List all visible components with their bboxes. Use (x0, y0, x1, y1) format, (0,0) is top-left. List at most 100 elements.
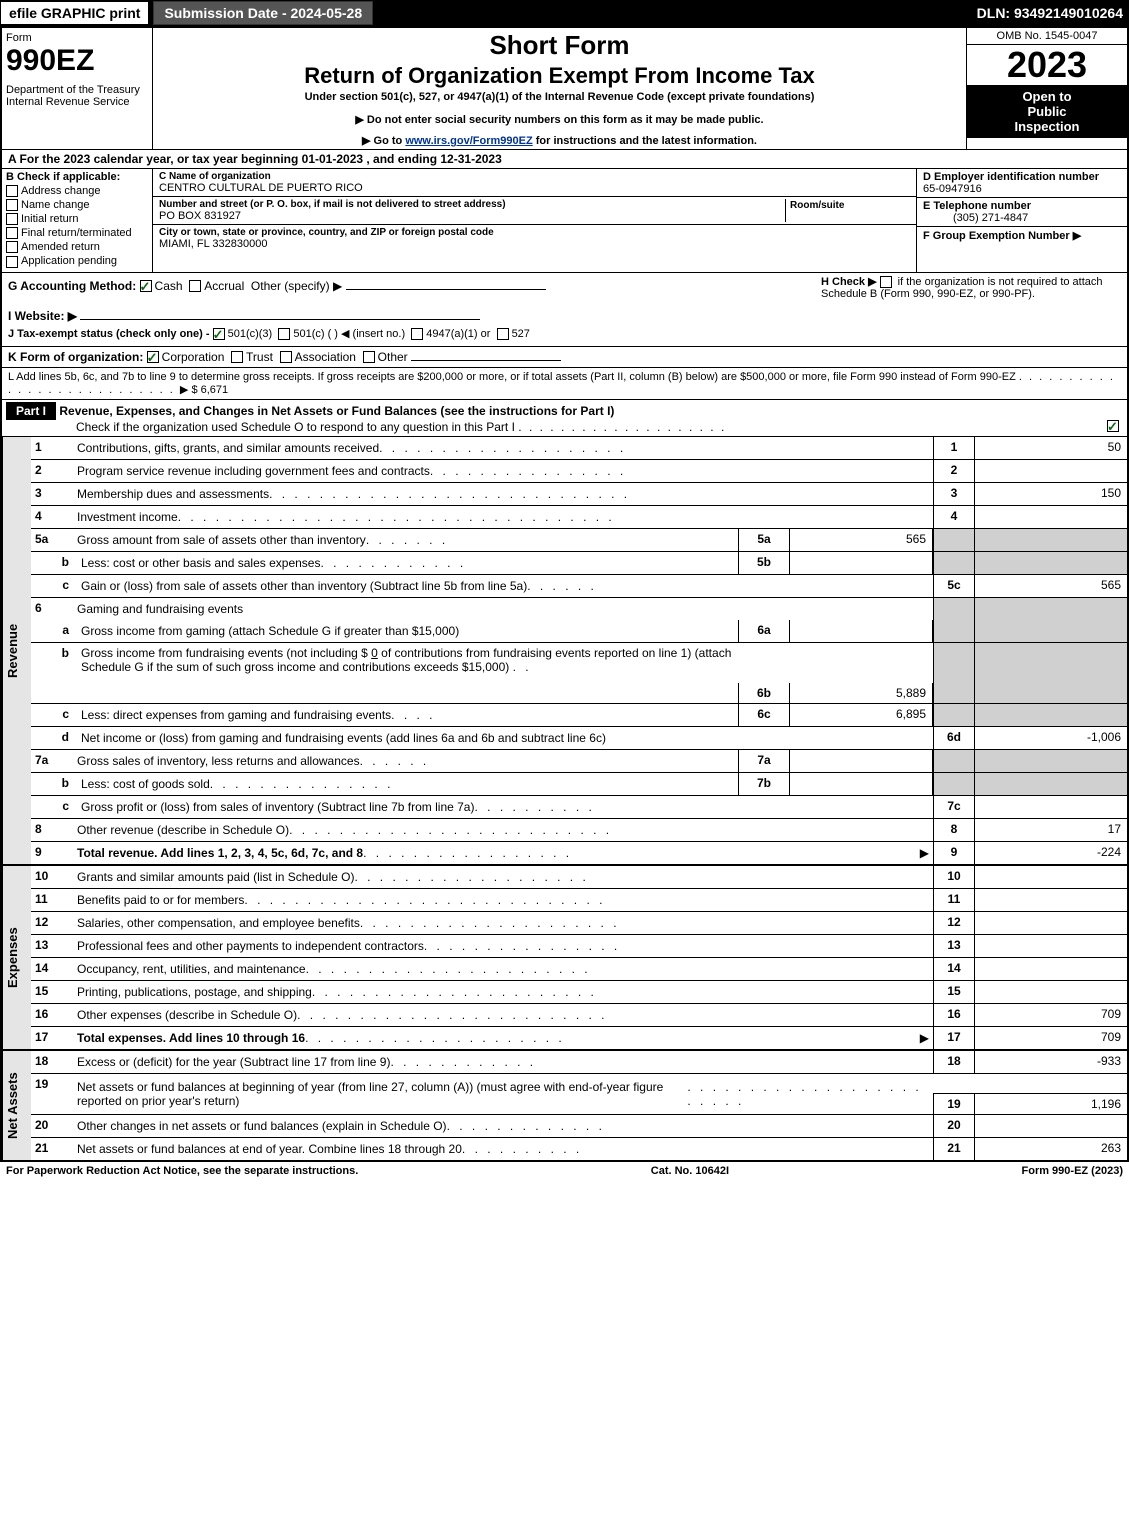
527-checkbox[interactable] (497, 328, 509, 340)
line-4: 4 Investment income . . . . . . . . . . … (31, 506, 1127, 529)
l1-text: Contributions, gifts, grants, and simila… (77, 441, 379, 455)
city-value: MIAMI, FL 332830000 (159, 238, 910, 250)
title-center: Short Form Return of Organization Exempt… (153, 28, 966, 149)
line-9: 9 Total revenue. Add lines 1, 2, 3, 4, 5… (31, 842, 1127, 864)
line-10: 10 Grants and similar amounts paid (list… (31, 866, 1127, 889)
l5b-midval (790, 552, 933, 574)
501c-checkbox[interactable] (278, 328, 290, 340)
checkbox-initial-return[interactable]: Initial return (6, 213, 148, 225)
l1-num: 1 (31, 437, 73, 459)
l19-rval: 1,196 (974, 1093, 1127, 1114)
l6b-rvalshade (974, 643, 1127, 703)
l6b-amt: 0 (371, 646, 378, 660)
line-20: 20 Other changes in net assets or fund b… (31, 1115, 1127, 1138)
l6b-midval: 5,889 (790, 683, 933, 703)
l6-rshade (933, 598, 974, 620)
accrual-checkbox[interactable] (189, 280, 201, 292)
dln-label: DLN: 93492149010264 (977, 5, 1129, 21)
l5b-text: Less: cost or other basis and sales expe… (81, 556, 320, 570)
checkbox-app-pending[interactable]: Application pending (6, 255, 148, 267)
l11-text: Benefits paid to or for members (77, 893, 244, 907)
line-11: 11 Benefits paid to or for members . . .… (31, 889, 1127, 912)
line-5b: b Less: cost or other basis and sales ex… (31, 552, 1127, 575)
assoc-checkbox[interactable] (280, 351, 292, 363)
city-label: City or town, state or province, country… (159, 227, 910, 238)
l7c-text: Gross profit or (loss) from sales of inv… (81, 800, 474, 814)
line-13: 13 Professional fees and other payments … (31, 935, 1127, 958)
l6a-midval (790, 620, 933, 642)
checkbox-final-return[interactable]: Final return/terminated (6, 227, 148, 239)
dept-label: Department of the Treasury Internal Reve… (6, 84, 148, 108)
section-b: B Check if applicable: Address change Na… (2, 169, 153, 272)
l7a-rshade (933, 750, 974, 772)
accrual-label: Accrual (204, 279, 244, 293)
other-org-label: Other (378, 350, 408, 364)
section-a: A For the 2023 calendar year, or tax yea… (2, 150, 1127, 169)
efile-print-button[interactable]: efile GRAPHIC print (0, 1, 149, 25)
line-7b: b Less: cost of goods sold . . . . . . .… (31, 773, 1127, 796)
checkbox-name-change[interactable]: Name change (6, 199, 148, 211)
d-label: D Employer identification number (923, 171, 1099, 183)
corp-checkbox[interactable] (147, 351, 159, 363)
l7a-midval (790, 750, 933, 772)
submission-date-button[interactable]: Submission Date - 2024-05-28 (153, 1, 373, 25)
l6c-midnum: 6c (738, 704, 790, 726)
ein: 65-0947916 (923, 183, 982, 195)
other-org-checkbox[interactable] (363, 351, 375, 363)
l6d-rnum: 6d (933, 727, 974, 749)
line-14: 14 Occupancy, rent, utilities, and maint… (31, 958, 1127, 981)
l13-rnum: 13 (933, 935, 974, 957)
j-label: J Tax-exempt status (check only one) - (8, 328, 210, 340)
l20-text: Other changes in net assets or fund bala… (77, 1119, 447, 1133)
l16-num: 16 (31, 1004, 73, 1026)
l5c-rval: 565 (974, 575, 1127, 597)
l6b-rshade (933, 643, 974, 703)
l21-rnum: 21 (933, 1138, 974, 1160)
l6a-midnum: 6a (738, 620, 790, 642)
line-2: 2 Program service revenue including gove… (31, 460, 1127, 483)
trust-checkbox[interactable] (231, 351, 243, 363)
checkbox-address-change[interactable]: Address change (6, 185, 148, 197)
4947-checkbox[interactable] (411, 328, 423, 340)
l21-rval: 263 (974, 1138, 1127, 1160)
l18-text: Excess or (deficit) for the year (Subtra… (77, 1055, 390, 1069)
l7c-rval (974, 796, 1127, 818)
line-17: 17 Total expenses. Add lines 10 through … (31, 1027, 1127, 1049)
l12-text: Salaries, other compensation, and employ… (77, 916, 360, 930)
addr-change-label: Address change (21, 185, 101, 197)
inspect-2: Public (971, 104, 1123, 119)
subtitle-2: ▶ Do not enter social security numbers o… (157, 113, 962, 126)
l4-text: Investment income (77, 510, 178, 524)
assoc-label: Association (295, 350, 356, 364)
subtitle-3: ▶ Go to www.irs.gov/Form990EZ for instru… (157, 134, 962, 147)
l7b-num: b (31, 773, 77, 795)
revenue-side-label: Revenue (2, 437, 31, 864)
l17-rval: 709 (974, 1027, 1127, 1049)
line-5a: 5a Gross amount from sale of assets othe… (31, 529, 1127, 552)
l15-rnum: 15 (933, 981, 974, 1003)
527-label: 527 (512, 328, 530, 340)
checkbox-amended[interactable]: Amended return (6, 241, 148, 253)
l-text: L Add lines 5b, 6c, and 7b to line 9 to … (8, 371, 1016, 383)
l15-text: Printing, publications, postage, and shi… (77, 985, 312, 999)
l5c-text: Gain or (loss) from sale of assets other… (81, 579, 527, 593)
cash-checkbox[interactable] (140, 280, 152, 292)
501c3-checkbox[interactable] (213, 328, 225, 340)
line-18: 18 Excess or (deficit) for the year (Sub… (31, 1051, 1127, 1074)
arrow-icon: ▶ (920, 846, 929, 860)
short-form-title: Short Form (157, 30, 962, 61)
l6c-rvalshade (974, 704, 1127, 726)
h-checkbox[interactable] (880, 276, 892, 288)
part1-scho-checkbox[interactable] (1107, 420, 1119, 432)
l6a-rvalshade (974, 620, 1127, 642)
irs-link[interactable]: www.irs.gov/Form990EZ (405, 135, 532, 147)
l5b-num: b (31, 552, 77, 574)
revenue-section: Revenue 1 Contributions, gifts, grants, … (2, 437, 1127, 866)
org-name: CENTRO CULTURAL DE PUERTO RICO (159, 182, 910, 194)
l18-rnum: 18 (933, 1051, 974, 1073)
other-method-label: Other (specify) ▶ (251, 279, 342, 293)
corp-label: Corporation (162, 350, 225, 364)
l7a-text: Gross sales of inventory, less returns a… (77, 754, 360, 768)
l5b-midnum: 5b (738, 552, 790, 574)
l9-rval: -224 (974, 842, 1127, 864)
